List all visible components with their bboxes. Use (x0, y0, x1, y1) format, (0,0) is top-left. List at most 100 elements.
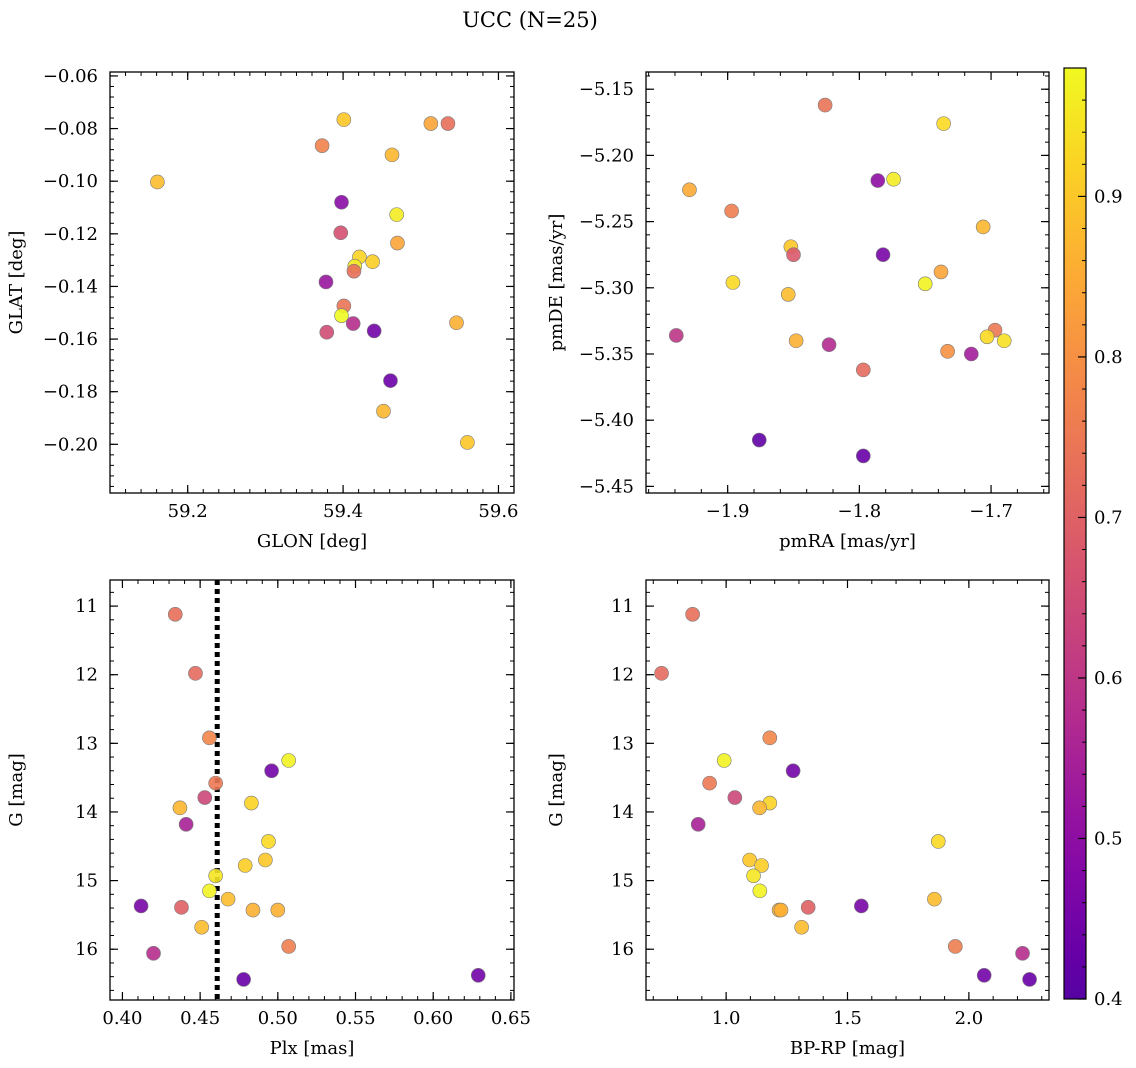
panel-2: −1.9 −1.8 −1.7 −5.45 −5.40 −5.35 −5.30 −5.25 −5.… (546, 71, 1050, 552)
data-point (390, 235, 405, 251)
x-tick-label: 59.4 (323, 501, 363, 522)
data-point (817, 97, 833, 113)
y-tick-label: −0.16 (43, 329, 98, 350)
data-point (682, 182, 697, 198)
data-point (365, 254, 380, 270)
data-point (886, 171, 901, 187)
y-tick-label: −0.08 (43, 119, 98, 140)
minor-ticks (646, 580, 1049, 1000)
data-point (751, 432, 767, 448)
colorbar-tick-label: 0.7 (1094, 507, 1123, 528)
data-point (334, 194, 349, 210)
data-point (334, 308, 349, 323)
y-tick-label: −5.20 (579, 145, 634, 166)
x-tick-label: 2.0 (955, 1008, 984, 1029)
data-point (752, 800, 767, 816)
y-tick-label: −5.30 (579, 278, 634, 299)
data-point (197, 790, 213, 805)
data-point (376, 403, 391, 419)
data-point (245, 902, 261, 918)
data-point (702, 775, 717, 791)
y-axis-label: GLAT [deg] (6, 231, 27, 335)
x-tick-label: 59.6 (478, 501, 518, 522)
data-point (281, 939, 296, 954)
axes-frame (645, 579, 1050, 1001)
data-point (976, 967, 992, 983)
data-point (917, 276, 933, 292)
y-tick-label: −0.20 (43, 434, 98, 455)
x-tick-label: 0.60 (413, 1008, 453, 1029)
colorbar-tick-label: 0.4 (1094, 989, 1123, 1010)
data-point (788, 333, 804, 349)
data-point (314, 138, 330, 153)
data-point (930, 834, 946, 849)
data-point (258, 852, 273, 868)
data-point (167, 607, 183, 622)
panels: 59.2 59.4 59.6 −0.20 −0.18 −0.16 −0.14 −0.12 −0.… (6, 66, 1050, 1059)
y-tick-label: 12 (611, 665, 634, 686)
x-tick-label: −1.7 (969, 501, 1013, 522)
minor-ticks (110, 580, 514, 1000)
y-tick-label: 14 (75, 802, 98, 823)
data-point (244, 795, 259, 811)
colorbar-tick-label: 0.9 (1094, 186, 1123, 207)
data-point (208, 775, 223, 791)
x-tick-label: 0.45 (180, 1008, 220, 1029)
data-point (389, 207, 404, 222)
data-point (746, 868, 761, 884)
y-tick-label: −5.25 (579, 212, 634, 233)
data-point (927, 891, 942, 907)
data-point (780, 287, 796, 302)
y-tick-label: −0.12 (43, 224, 98, 245)
data-point (174, 900, 189, 915)
data-point (261, 834, 276, 849)
data-point (947, 939, 963, 954)
data-point (786, 247, 801, 262)
data-point (752, 883, 768, 899)
data-point (319, 324, 335, 340)
y-tick-label: −5.45 (579, 476, 634, 497)
data-point (384, 147, 400, 163)
data-point (208, 868, 223, 884)
scatter-points (668, 97, 1012, 464)
data-point (202, 883, 217, 899)
data-point (800, 900, 816, 915)
data-point (281, 753, 296, 768)
data-point (724, 203, 739, 219)
y-tick-label: 14 (611, 802, 634, 823)
x-tick-label: −1.8 (837, 501, 881, 522)
data-point (366, 323, 382, 339)
data-point (773, 902, 789, 918)
data-point (1015, 946, 1030, 961)
data-point (460, 435, 475, 450)
data-point (236, 972, 251, 987)
data-point (333, 225, 349, 241)
colorbar-gradient (1063, 67, 1087, 1000)
colorbar: 0.4 0.5 0.6 0.7 0.8 0.9 (1063, 67, 1123, 1010)
data-point (220, 891, 236, 907)
y-tick-label: −0.14 (43, 276, 98, 297)
data-point (979, 329, 995, 345)
data-point (270, 902, 286, 918)
x-axis-label: BP-RP [mag] (790, 1038, 905, 1059)
data-point (383, 373, 398, 388)
data-point (423, 116, 439, 131)
y-tick-label: −0.10 (43, 171, 98, 192)
y-tick-label: −0.06 (43, 66, 98, 87)
data-point (975, 219, 991, 235)
axes-frame (645, 71, 1050, 494)
x-axis-label: pmRA [mas/yr] (779, 531, 916, 552)
data-point (172, 800, 188, 816)
colorbar-tick-label: 0.6 (1094, 668, 1123, 689)
y-tick-label: −5.35 (579, 344, 634, 365)
data-point (716, 753, 732, 768)
data-point (725, 275, 741, 290)
data-point (1022, 972, 1037, 987)
data-point (940, 344, 955, 359)
data-point (237, 858, 253, 873)
data-point (685, 607, 700, 622)
major-ticks (646, 580, 1049, 1000)
data-point (875, 247, 891, 262)
data-point (856, 448, 871, 464)
